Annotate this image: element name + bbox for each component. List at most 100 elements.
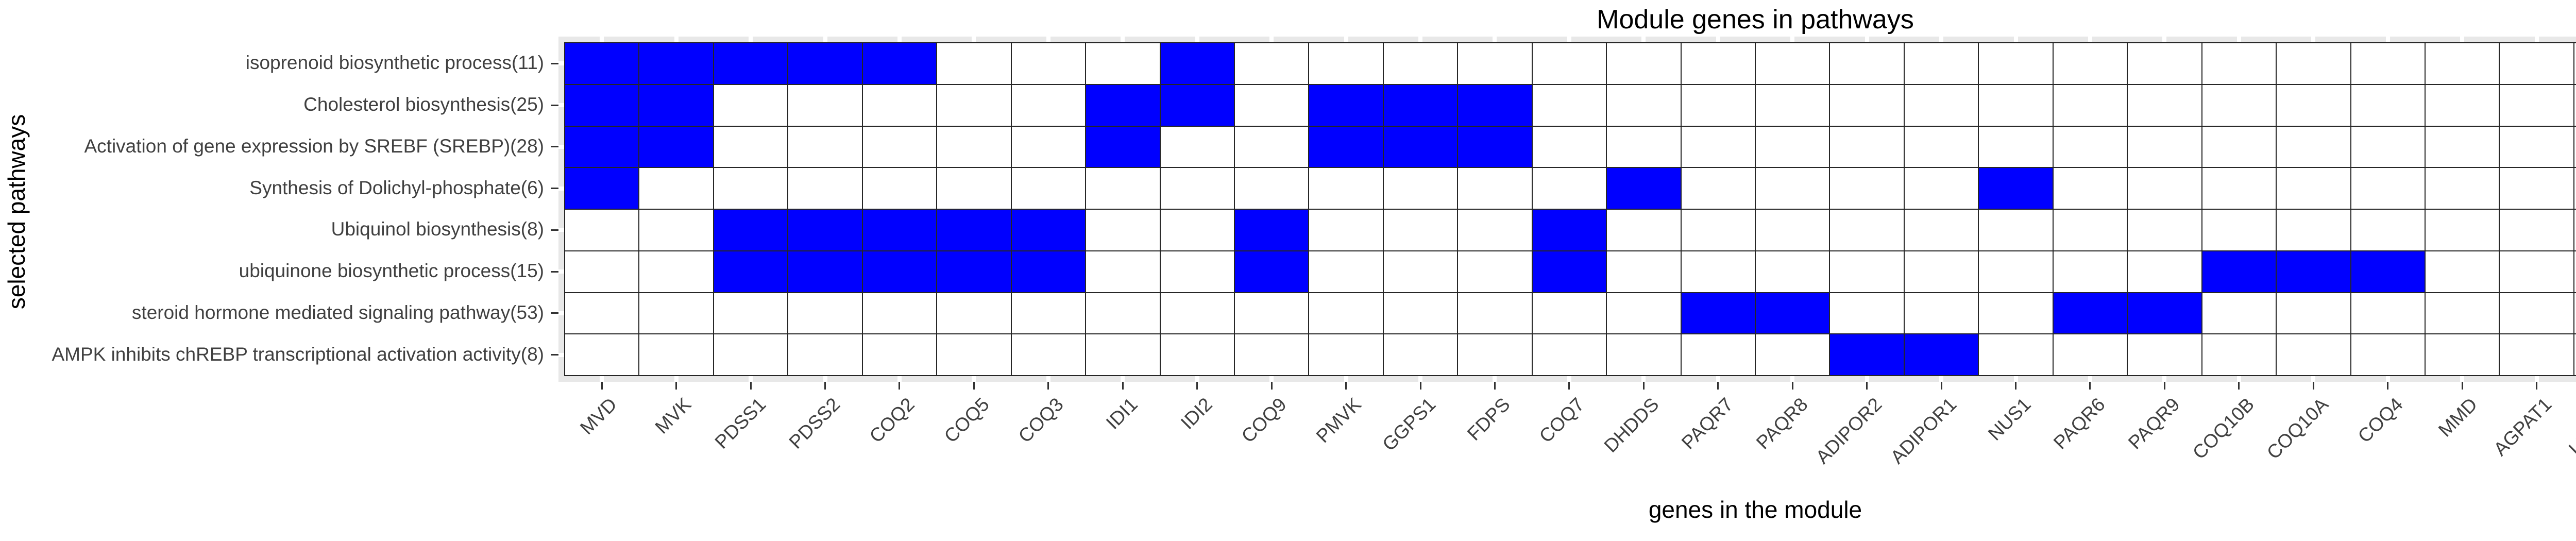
x-tick-label-PDSS1: PDSS1 — [710, 394, 770, 453]
heatmap-cell — [862, 43, 937, 84]
heatmap-cell — [1607, 293, 1681, 334]
heatmap-cell — [2053, 251, 2127, 292]
heatmap-cell — [1532, 84, 1606, 126]
heatmap-cell — [2574, 43, 2576, 84]
heatmap-cell — [1160, 126, 1234, 167]
x-axis-tick — [1122, 382, 1124, 390]
panel-gap-mark — [1269, 376, 1274, 382]
heatmap-cell — [2425, 334, 2499, 375]
heatmap-cell — [2128, 168, 2201, 209]
heatmap-cell — [1011, 210, 1086, 250]
heatmap-cell — [1607, 84, 1681, 126]
heatmap-cell — [1458, 168, 1532, 209]
heatmap-cell — [1011, 334, 1086, 375]
heatmap-cell — [639, 84, 713, 126]
heatmap-cell — [862, 168, 937, 209]
heatmap-cell — [1309, 334, 1383, 375]
heatmap-cell — [1904, 334, 1978, 375]
heatmap-cell — [2500, 334, 2573, 375]
heatmap-cell — [2574, 168, 2576, 209]
heatmap-cell — [1086, 251, 1160, 292]
panel-gap-mark — [1195, 37, 1199, 42]
panel-gap-mark — [2534, 37, 2539, 42]
heatmap-cell — [2053, 293, 2127, 334]
heatmap-cell — [1607, 251, 1681, 292]
heatmap-cell — [2425, 126, 2499, 167]
x-axis-tick — [601, 382, 603, 390]
x-axis-tick — [899, 382, 901, 390]
y-axis-tick — [551, 229, 558, 231]
y-tick-label: steroid hormone mediated signaling pathw… — [131, 301, 544, 323]
heatmap-cell — [788, 293, 862, 334]
heatmap-cell — [2425, 84, 2499, 126]
y-tick-label: Activation of gene expression by SREBF (… — [84, 135, 545, 157]
x-tick-label-NUS1: NUS1 — [1984, 394, 2035, 445]
x-axis-tick — [2387, 382, 2389, 390]
heatmap-cell — [714, 293, 788, 334]
panel-gap-mark — [749, 37, 753, 42]
heatmap-cell — [639, 251, 713, 292]
heatmap-cell — [937, 251, 1011, 292]
x-axis-tick — [2089, 382, 2091, 390]
heatmap-cell — [639, 43, 713, 84]
heatmap-cell — [937, 43, 1011, 84]
heatmap-cell — [1532, 334, 1606, 375]
heatmap-cell — [1904, 251, 1978, 292]
panel-gap-mark — [972, 37, 976, 42]
heatmap-cell — [2500, 168, 2573, 209]
panel-gap-mark — [600, 376, 604, 382]
heatmap-cell — [1756, 84, 1829, 126]
heatmap-cell — [714, 251, 788, 292]
heatmap-cell — [1383, 84, 1458, 126]
heatmap-cell — [1681, 84, 1755, 126]
x-tick-label-COQ10A: COQ10A — [2263, 394, 2333, 464]
panel-gap-mark — [1046, 37, 1050, 42]
heatmap-cell — [1458, 293, 1532, 334]
heatmap-cell — [2053, 210, 2127, 250]
heatmap-cell — [1904, 126, 1978, 167]
heatmap-cell — [1160, 251, 1234, 292]
heatmap-cell — [1904, 293, 1978, 334]
panel-gap-mark — [1493, 376, 1497, 382]
heatmap-cell — [1532, 126, 1606, 167]
heatmap-cell — [1904, 84, 1978, 126]
heatmap-cell — [1979, 84, 2053, 126]
heatmap-grid — [564, 42, 2576, 376]
panel-gap-mark — [1939, 376, 1944, 382]
y-axis-tick — [551, 354, 558, 356]
panel-gap-mark — [558, 352, 564, 357]
heatmap-cell — [937, 84, 1011, 126]
heatmap-cell — [639, 168, 713, 209]
heatmap-cell — [565, 84, 639, 126]
y-tick-label: AMPK inhibits chREBP transcriptional act… — [52, 343, 544, 365]
heatmap-cell — [1830, 84, 1904, 126]
panel-gap-mark — [1567, 37, 1571, 42]
panel-gap-mark — [1790, 376, 1795, 382]
plot-title: Module genes in pathways — [1597, 5, 1914, 35]
heatmap-cell — [714, 334, 788, 375]
x-axis-tick — [1196, 382, 1198, 390]
heatmap-cell — [1756, 210, 1829, 250]
heatmap-cell — [1234, 84, 1309, 126]
panel-gap-mark — [1418, 376, 1423, 382]
heatmap-cell — [1532, 293, 1606, 334]
x-tick-label-DHDDS: DHDDS — [1600, 394, 1663, 457]
heatmap-cell — [1234, 334, 1309, 375]
panel-gap-mark — [2385, 37, 2390, 42]
heatmap-cell — [2202, 334, 2276, 375]
heatmap-cell — [1532, 43, 1606, 84]
heatmap-cell — [1160, 84, 1234, 126]
panel-gap-mark — [1344, 376, 1348, 382]
panel-gap-mark — [897, 376, 902, 382]
panel-gap-mark — [823, 376, 827, 382]
heatmap-cell — [937, 293, 1011, 334]
y-tick-label: ubiquinone biosynthetic process(15) — [239, 260, 544, 282]
panel-gap-mark — [2236, 376, 2241, 382]
heatmap-cell — [1011, 293, 1086, 334]
x-axis-tick — [1866, 382, 1868, 390]
heatmap-cell — [1160, 334, 1234, 375]
x-axis-tick — [2163, 382, 2165, 390]
heatmap-cell — [1756, 43, 1829, 84]
panel-gap-mark — [2236, 37, 2241, 42]
heatmap-cell — [2351, 84, 2425, 126]
